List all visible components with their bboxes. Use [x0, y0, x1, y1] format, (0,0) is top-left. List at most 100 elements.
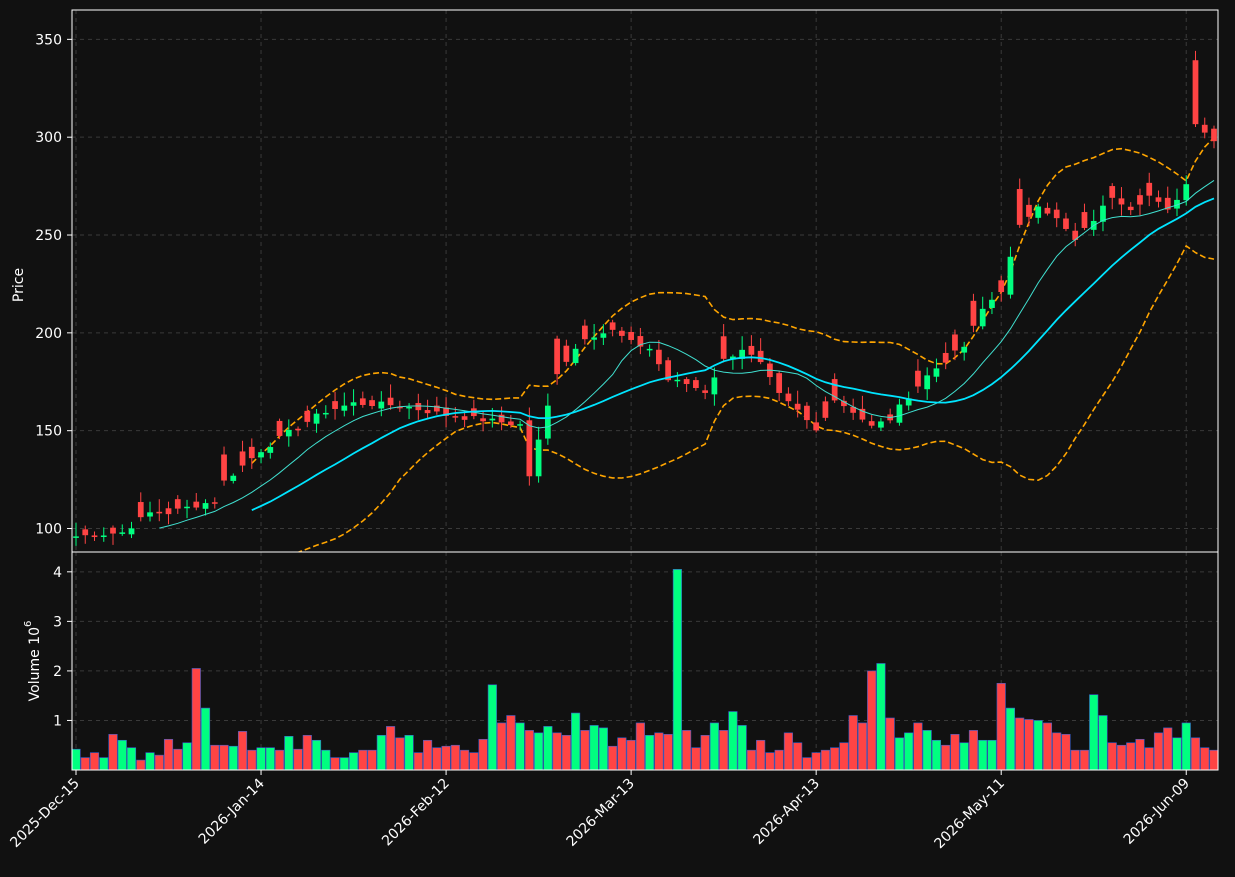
volume-bar: [922, 730, 932, 771]
candle-body: [831, 379, 838, 401]
candle-body: [804, 405, 810, 421]
candle-body: [285, 429, 292, 437]
volume-bar: [996, 682, 1006, 771]
candle-body: [544, 405, 551, 439]
volume-bar: [1098, 715, 1108, 771]
volume-bar: [1033, 720, 1043, 771]
volume-bar: [1079, 749, 1090, 771]
volume-bar: [571, 712, 581, 771]
volume-bar: [321, 749, 331, 771]
volume-bar: [682, 730, 692, 771]
candle-body: [424, 410, 431, 414]
volume-bar: [719, 730, 729, 771]
volume-bar: [163, 738, 174, 771]
volume-tick-label: 3: [53, 614, 62, 630]
candle-body: [989, 299, 995, 308]
volume-bar: [284, 736, 294, 771]
candle-body: [915, 370, 921, 387]
candle-body: [739, 349, 746, 359]
volume-bar: [191, 668, 201, 771]
volume-bar: [274, 749, 285, 771]
candle-body: [1007, 256, 1014, 295]
volume-bar: [1200, 747, 1210, 771]
candle-body: [359, 398, 366, 405]
candle-body: [184, 506, 190, 509]
volume-bar: [737, 725, 747, 771]
candle-body: [415, 403, 422, 411]
candle-body: [387, 397, 394, 406]
candle-body: [878, 421, 884, 428]
candle-body: [841, 400, 847, 407]
volume-bar: [589, 725, 599, 771]
volume-bar: [173, 748, 183, 771]
volume-bar: [1052, 732, 1062, 771]
candle-body: [1026, 204, 1032, 217]
volume-axis-label: Volume 106: [23, 621, 43, 702]
volume-bar: [99, 757, 109, 771]
candle-body: [313, 413, 320, 424]
volume-bar: [478, 738, 488, 771]
volume-bar: [154, 754, 164, 771]
volume-bar: [885, 717, 895, 771]
candle-body: [480, 418, 486, 422]
candle-body: [82, 529, 89, 536]
volume-bar: [802, 757, 812, 771]
candle-body: [572, 348, 579, 364]
candle-body: [970, 300, 977, 326]
candle-body: [896, 404, 903, 423]
volume-bar: [200, 707, 211, 771]
candle-body: [1100, 205, 1106, 222]
candle-body: [785, 393, 792, 402]
candle-body: [1146, 182, 1153, 196]
volume-bar: [709, 722, 719, 771]
volume-bar: [968, 730, 979, 771]
volume-bar: [423, 739, 433, 771]
volume-bar: [367, 749, 377, 771]
candle-body: [517, 424, 523, 426]
volume-bar: [635, 722, 645, 771]
candle-body: [267, 447, 274, 453]
candle-body: [961, 346, 968, 353]
volume-bar: [1107, 742, 1117, 771]
volume-bar: [228, 745, 238, 771]
candle-body: [443, 407, 449, 416]
candle-body: [221, 454, 227, 481]
candle-body: [868, 421, 875, 426]
candle-body: [258, 452, 264, 458]
candle-body: [1155, 197, 1162, 202]
volume-bar: [1144, 747, 1154, 771]
volume-bar: [617, 737, 627, 771]
candle-body: [433, 405, 440, 412]
ma-slow-line: [251, 197, 1215, 512]
price-tick-label: 150: [35, 424, 62, 440]
volume-bar: [1209, 749, 1219, 771]
candle-body: [452, 416, 459, 418]
candle-body: [637, 336, 644, 347]
candle-body: [859, 408, 866, 420]
volume-bar: [645, 735, 655, 771]
candle-body: [1035, 206, 1042, 218]
candle-body: [905, 398, 912, 406]
volume-bar: [543, 726, 553, 771]
candle-body: [720, 336, 727, 359]
candle-body: [73, 536, 79, 538]
volume-bar: [256, 747, 266, 771]
volume-bar: [626, 739, 636, 771]
candle-body: [174, 499, 181, 509]
volume-bar: [783, 732, 793, 771]
volume-bar: [1135, 738, 1145, 771]
volume-panel-frame: [71, 551, 1219, 771]
candle-body: [1137, 195, 1143, 205]
upper-band-line: [251, 137, 1215, 464]
volume-bar: [691, 747, 701, 771]
candle-body: [165, 508, 172, 515]
volume-bar: [506, 715, 516, 771]
volume-bar: [237, 731, 248, 771]
candle-body: [1211, 128, 1217, 142]
candle-body: [794, 403, 801, 410]
volume-bar: [876, 663, 886, 771]
candle-body: [1063, 218, 1069, 229]
price-plot-area: [73, 50, 1217, 552]
volume-bar: [534, 732, 544, 771]
